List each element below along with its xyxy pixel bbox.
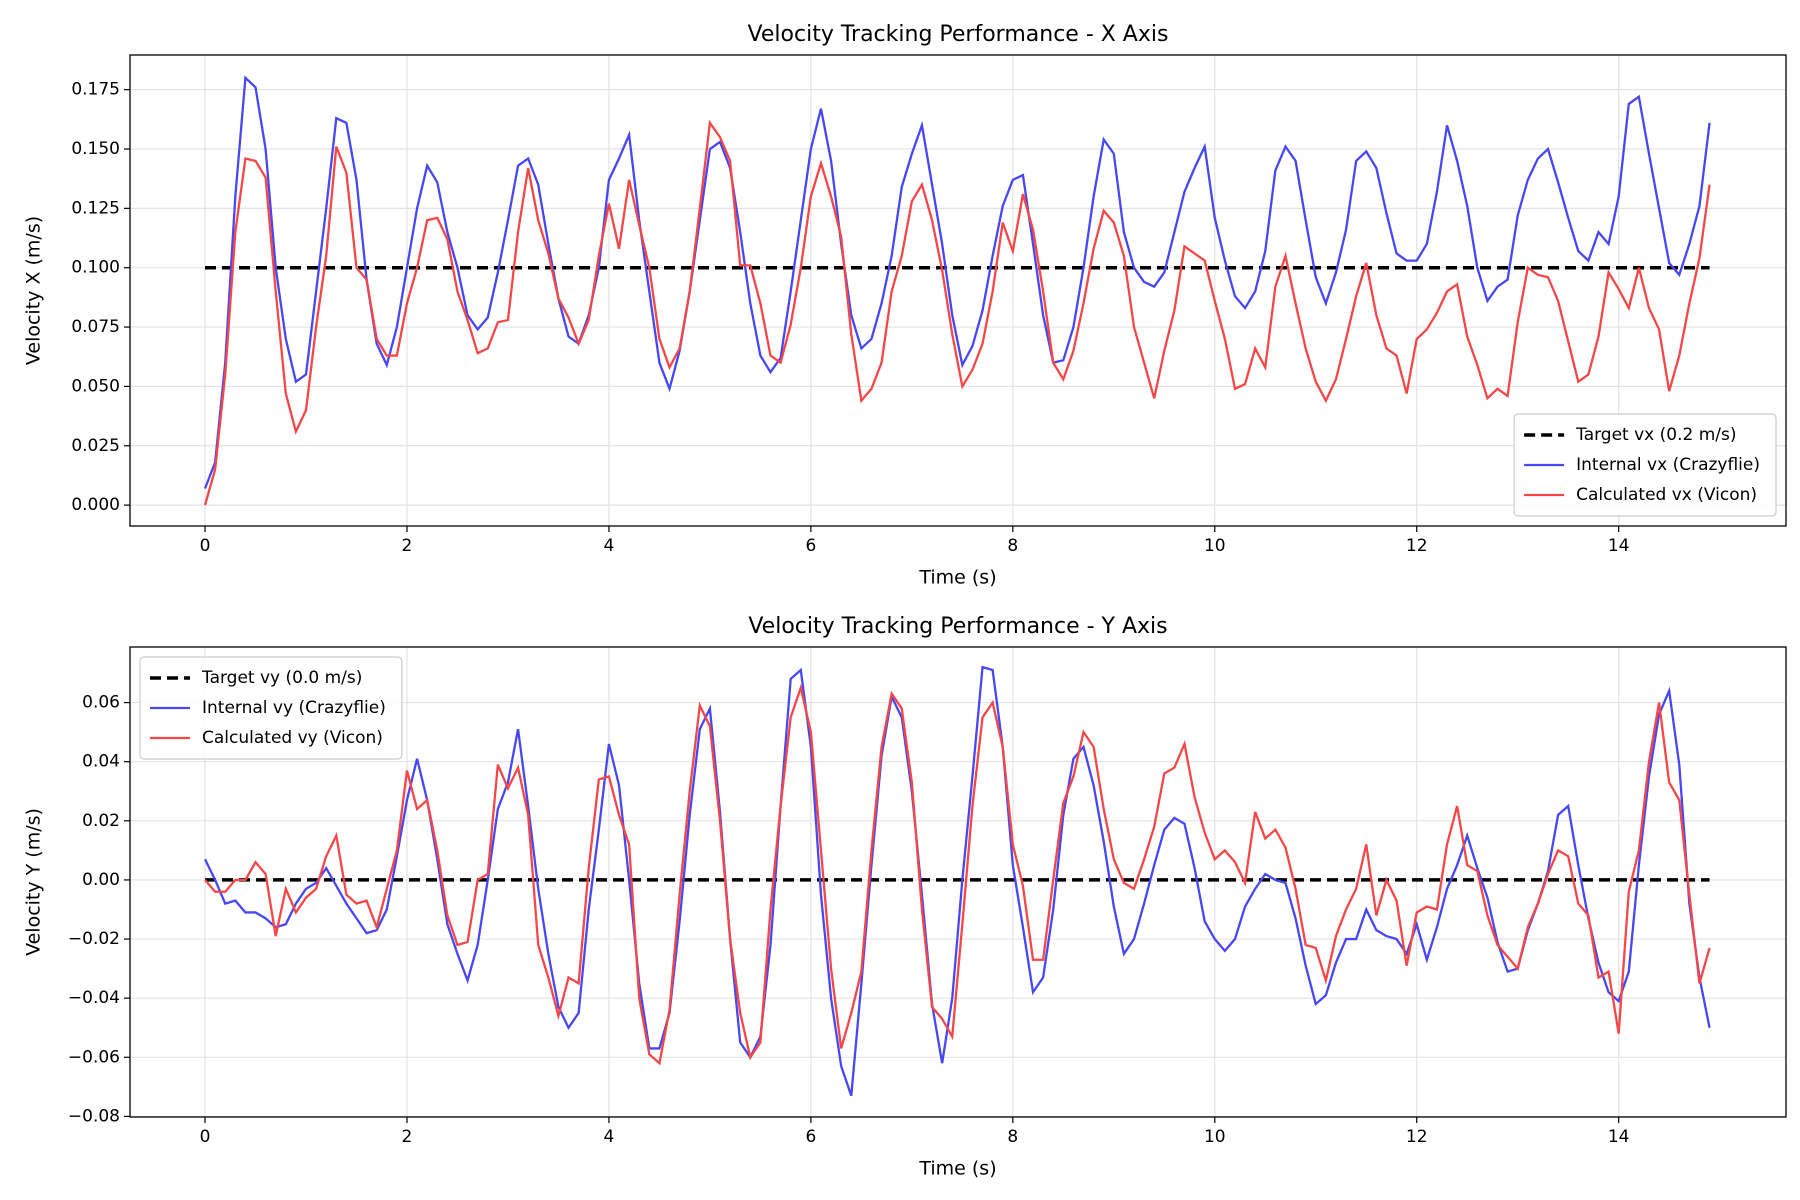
- series-line: [203, 665, 1711, 1097]
- legend: Target vy (0.0 m/s) Internal vy (Crazyfli…: [139, 656, 403, 760]
- x-tick-label: 4: [604, 1127, 615, 1147]
- y-tick-label: −0.06: [68, 1047, 120, 1067]
- y-axis-label: Velocity X (m/s): [23, 216, 45, 365]
- plot-frame: [129, 646, 1787, 1118]
- y-tick-label: 0.075: [71, 317, 120, 337]
- x-tick-label: 14: [1608, 536, 1630, 556]
- legend-label: Internal vy (Crazyflie): [202, 698, 386, 718]
- chart-title: Velocity Tracking Performance - X Axis: [748, 22, 1169, 47]
- y-tick-label: −0.08: [68, 1106, 120, 1126]
- legend-box: [1513, 413, 1777, 517]
- x-tick-label: 6: [805, 536, 816, 556]
- y-tick-label: 0.06: [82, 693, 120, 713]
- x-tick-label: 0: [200, 1127, 211, 1147]
- x-axis-label: Time (s): [918, 1158, 996, 1180]
- x-tick-label: 4: [604, 536, 615, 556]
- x-tick-label: 14: [1608, 1127, 1630, 1147]
- y-tick-label: −0.02: [68, 929, 120, 949]
- y-tick-label: 0.050: [71, 376, 120, 396]
- series-line: [203, 119, 1711, 506]
- series-line: [204, 683, 1711, 1066]
- y-tick-label: 0.175: [71, 80, 120, 100]
- y-tick-label: 0.100: [71, 258, 120, 278]
- legend-box: [139, 656, 403, 760]
- x-tick-label: 0: [200, 536, 211, 556]
- y-tick-label: 0.04: [82, 752, 120, 772]
- y-axis-label: Velocity Y (m/s): [23, 808, 45, 956]
- x-tick-label: 8: [1007, 1127, 1018, 1147]
- chart-title: Velocity Tracking Performance - Y Axis: [748, 614, 1167, 639]
- x-tick-label: 2: [402, 1127, 413, 1147]
- y-tick-label: 0.00: [82, 870, 120, 890]
- legend-label: Calculated vx (Vicon): [1576, 485, 1757, 505]
- x-tick-label: 10: [1204, 1127, 1226, 1147]
- legend-label: Internal vx (Crazyflie): [1576, 455, 1760, 475]
- x-tick-label: 12: [1406, 536, 1428, 556]
- plot-frame: [129, 54, 1787, 527]
- legend-label: Target vy (0.0 m/s): [201, 668, 362, 688]
- y-tick-label: 0.150: [71, 139, 120, 159]
- x-tick-label: 2: [402, 536, 413, 556]
- y-tick-label: 0.000: [71, 495, 120, 515]
- y-tick-label: −0.04: [68, 988, 120, 1008]
- x-tick-label: 6: [805, 1127, 816, 1147]
- x-tick-label: 12: [1406, 1127, 1428, 1147]
- legend-label: Target vx (0.2 m/s): [1575, 425, 1736, 445]
- series-line: [203, 75, 1711, 489]
- legend: Target vx (0.2 m/s) Internal vx (Crazyfli…: [1513, 413, 1777, 517]
- legend-label: Calculated vy (Vicon): [202, 728, 383, 748]
- x-tick-label: 10: [1204, 536, 1226, 556]
- y-tick-label: 0.125: [71, 198, 120, 218]
- x-tick-label: 8: [1007, 536, 1018, 556]
- y-tick-label: 0.02: [82, 811, 120, 831]
- x-axis-label: Time (s): [918, 567, 996, 589]
- y-tick-label: 0.025: [71, 436, 120, 456]
